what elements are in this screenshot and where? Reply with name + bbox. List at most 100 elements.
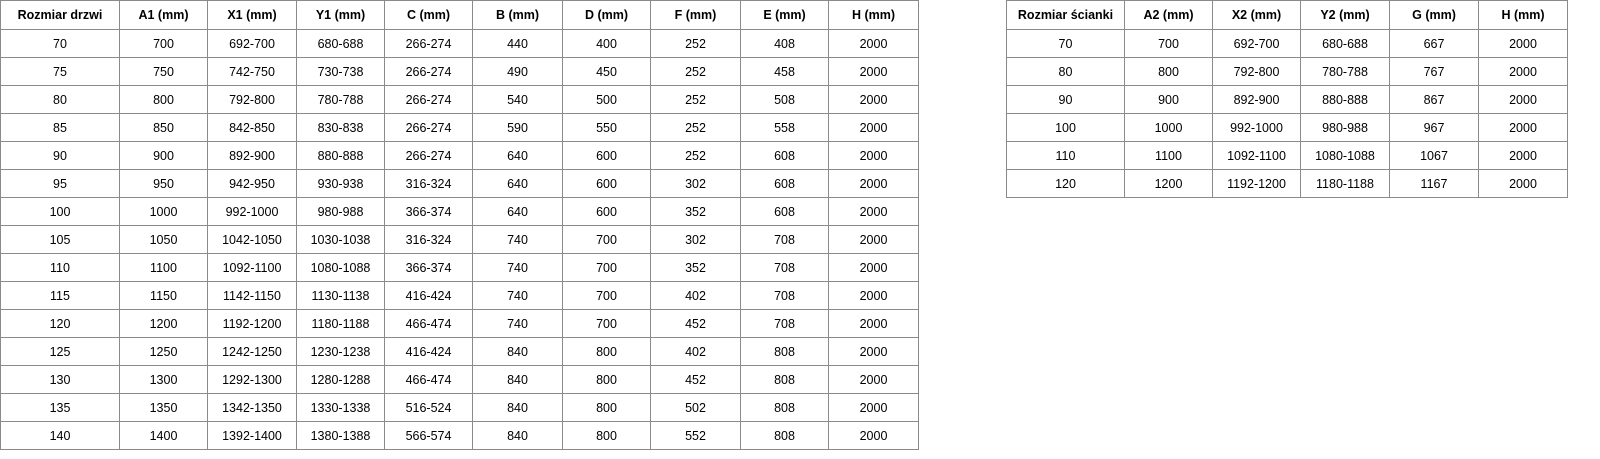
table-cell: 458 — [740, 57, 829, 86]
table-cell: 352 — [650, 253, 741, 282]
table-cell: 1250 — [119, 337, 208, 366]
table-cell: 900 — [1124, 85, 1213, 114]
table-cell: 120 — [1006, 169, 1125, 198]
table-cell: 266-274 — [384, 29, 473, 58]
table-cell: 2000 — [828, 281, 919, 310]
table-cell: 2000 — [1478, 29, 1568, 58]
table-cell: 100 — [0, 197, 120, 226]
table-cell: 85 — [0, 113, 120, 142]
table-cell: 680-688 — [296, 29, 385, 58]
table-cell: 2000 — [828, 197, 919, 226]
table-cell: 942-950 — [207, 169, 297, 198]
table-cell: 1167 — [1389, 169, 1479, 198]
table-cell: 892-900 — [1212, 85, 1301, 114]
table-cell: 1100 — [1124, 141, 1213, 170]
table-cell: 2000 — [828, 365, 919, 394]
table-cell: 490 — [472, 57, 563, 86]
column-header: Y2 (mm) — [1300, 0, 1390, 30]
table-cell: 452 — [650, 365, 741, 394]
table-cell: 700 — [562, 309, 651, 338]
table-cell: 408 — [740, 29, 829, 58]
table-cell: 502 — [650, 393, 741, 422]
table-cell: 867 — [1389, 85, 1479, 114]
table-row: 70 700 692-700 680-688 266-274 440 400 252 408 20… — [0, 29, 919, 58]
table-cell: 740 — [472, 309, 563, 338]
wall-dimensions-table: Rozmiar ścianki A2 (mm) X2 (mm) Y2 (mm) G (m… — [1006, 0, 1568, 198]
column-header: B (mm) — [472, 0, 563, 30]
table-cell: 552 — [650, 421, 741, 450]
table-cell: 1150 — [119, 281, 208, 310]
table-cell: 466-474 — [384, 309, 473, 338]
table-row: 80 800 792-800 780-788 767 2000 — [1006, 57, 1568, 86]
table-row: 130 1300 1292-1300 1280-1288 466-474 840 800 45… — [0, 365, 919, 394]
table-row: 90 900 892-900 880-888 266-274 640 600 252 608 20… — [0, 141, 919, 170]
table-cell: 540 — [472, 85, 563, 114]
table-row: 85 850 842-850 830-838 266-274 590 550 252 558 20… — [0, 113, 919, 142]
table-cell: 95 — [0, 169, 120, 198]
table-cell: 1030-1038 — [296, 225, 385, 254]
table-cell: 808 — [740, 393, 829, 422]
table-cell: 1042-1050 — [207, 225, 297, 254]
table-row: 120 1200 1192-1200 1180-1188 466-474 740 700 45… — [0, 309, 919, 338]
table-cell: 508 — [740, 85, 829, 114]
table-cell: 608 — [740, 141, 829, 170]
table-cell: 980-988 — [296, 197, 385, 226]
table-cell: 1392-1400 — [207, 421, 297, 450]
table-row: 70 700 692-700 680-688 667 2000 — [1006, 29, 1568, 58]
table-cell: 2000 — [828, 253, 919, 282]
table-row: 100 1000 992-1000 980-988 967 2000 — [1006, 113, 1568, 142]
table-cell: 120 — [0, 309, 120, 338]
table-cell: 1200 — [119, 309, 208, 338]
table-cell: 440 — [472, 29, 563, 58]
table-cell: 892-900 — [207, 141, 297, 170]
column-header: C (mm) — [384, 0, 473, 30]
table-cell: 450 — [562, 57, 651, 86]
table-cell: 2000 — [1478, 169, 1568, 198]
table-cell: 452 — [650, 309, 741, 338]
table-cell: 1000 — [119, 197, 208, 226]
table-cell: 366-374 — [384, 197, 473, 226]
table-cell: 880-888 — [296, 141, 385, 170]
column-header: Rozmiar drzwi — [0, 0, 120, 30]
table-cell: 252 — [650, 29, 741, 58]
table-cell: 967 — [1389, 113, 1479, 142]
table-cell: 840 — [472, 365, 563, 394]
table-cell: 708 — [740, 281, 829, 310]
table-cell: 667 — [1389, 29, 1479, 58]
table-cell: 800 — [1124, 57, 1213, 86]
table-cell: 366-374 — [384, 253, 473, 282]
table-cell: 402 — [650, 281, 741, 310]
table-cell: 742-750 — [207, 57, 297, 86]
table-cell: 842-850 — [207, 113, 297, 142]
table-cell: 2000 — [828, 141, 919, 170]
table-cell: 566-574 — [384, 421, 473, 450]
table-cell: 115 — [0, 281, 120, 310]
column-header: X2 (mm) — [1212, 0, 1301, 30]
table-cell: 1342-1350 — [207, 393, 297, 422]
table-cell: 1192-1200 — [1212, 169, 1301, 198]
table-cell: 1180-1188 — [296, 309, 385, 338]
table-cell: 70 — [1006, 29, 1125, 58]
table-cell: 740 — [472, 253, 563, 282]
table-cell: 416-424 — [384, 281, 473, 310]
table-cell: 808 — [740, 337, 829, 366]
table-cell: 1230-1238 — [296, 337, 385, 366]
table-cell: 316-324 — [384, 169, 473, 198]
table-cell: 1080-1088 — [296, 253, 385, 282]
table-cell: 1400 — [119, 421, 208, 450]
table-cell: 800 — [562, 365, 651, 394]
table-cell: 880-888 — [1300, 85, 1390, 114]
table-cell: 590 — [472, 113, 563, 142]
table-cell: 1192-1200 — [207, 309, 297, 338]
table-cell: 2000 — [1478, 141, 1568, 170]
table-row: 115 1150 1142-1150 1130-1138 416-424 740 700 40… — [0, 281, 919, 310]
table-cell: 700 — [1124, 29, 1213, 58]
table-cell: 608 — [740, 169, 829, 198]
table-cell: 708 — [740, 253, 829, 282]
table-cell: 640 — [472, 197, 563, 226]
table-cell: 302 — [650, 225, 741, 254]
table-cell: 100 — [1006, 113, 1125, 142]
table-cell: 125 — [0, 337, 120, 366]
table-cell: 1300 — [119, 365, 208, 394]
table-cell: 2000 — [828, 29, 919, 58]
